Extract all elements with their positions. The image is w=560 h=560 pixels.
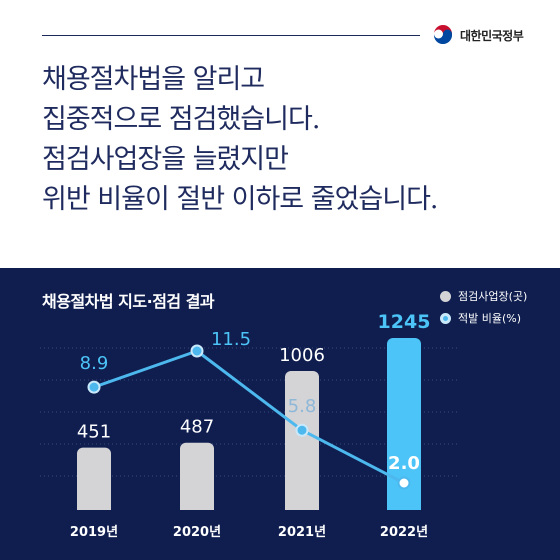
headline-line: 점검사업장을 늘렸지만: [42, 144, 289, 175]
rate-point: [190, 344, 204, 358]
rate-value-label: 2.0: [388, 453, 420, 474]
headline-line: 위반 비율이 절반 이하로 줄었습니다.: [42, 184, 439, 215]
chart-legend: 점검사업장(곳) 적발 비율(%): [440, 285, 527, 329]
legend-swatch-bar: [440, 290, 451, 302]
rate-value-label: 8.9: [80, 353, 109, 374]
bar-value-label: 487: [180, 417, 214, 438]
headline: 채용절차법을 알리고 집중적으로 점검했습니다. 점검사업장을 늘렸지만 위반 …: [42, 60, 532, 220]
bar-value-label: 1006: [279, 345, 325, 366]
rate-point: [295, 423, 309, 437]
brand-name: 대한민국정부: [460, 28, 524, 43]
bar-value-label: 451: [77, 422, 111, 443]
legend-item-rate: 적발 비율(%): [440, 307, 527, 329]
legend-item-bar: 점검사업장(곳): [440, 285, 527, 307]
headline-line: 집중적으로 점검했습니다.: [42, 104, 320, 135]
x-tick-label: 2021년: [278, 525, 326, 540]
x-tick-label: 2020년: [173, 525, 221, 540]
legend-label-rate: 적발 비율(%): [458, 312, 522, 325]
bar: [77, 447, 111, 516]
chart-title: 채용절차법 지도·점검 결과: [42, 292, 215, 311]
taegeuk-icon: [433, 25, 453, 45]
bar: [285, 370, 319, 516]
rate-line: [93, 349, 405, 485]
rate-value-label: 5.8: [288, 396, 317, 417]
x-tick-label: 2022년: [380, 525, 428, 540]
headline-line: 채용절차법을 알리고: [42, 64, 265, 95]
x-tick-label: 2019년: [70, 525, 118, 540]
legend-label-bar: 점검사업장(곳): [458, 290, 528, 303]
combo-chart: 451 487 1006 1245 8.9 11.5 5.8 2.0 2019년 2020년 202…: [40, 311, 480, 540]
legend-swatch-rate: [440, 312, 451, 324]
government-logo: 대한민국정부: [432, 24, 524, 46]
bar: [387, 337, 421, 516]
rate-value-label: 11.5: [211, 329, 251, 350]
top-divider: [42, 35, 420, 36]
bar: [180, 442, 214, 516]
bar-value-label: 1245: [378, 311, 431, 333]
baseline-mask: [40, 510, 480, 518]
rate-point: [87, 380, 101, 394]
rate-point: [397, 476, 411, 490]
